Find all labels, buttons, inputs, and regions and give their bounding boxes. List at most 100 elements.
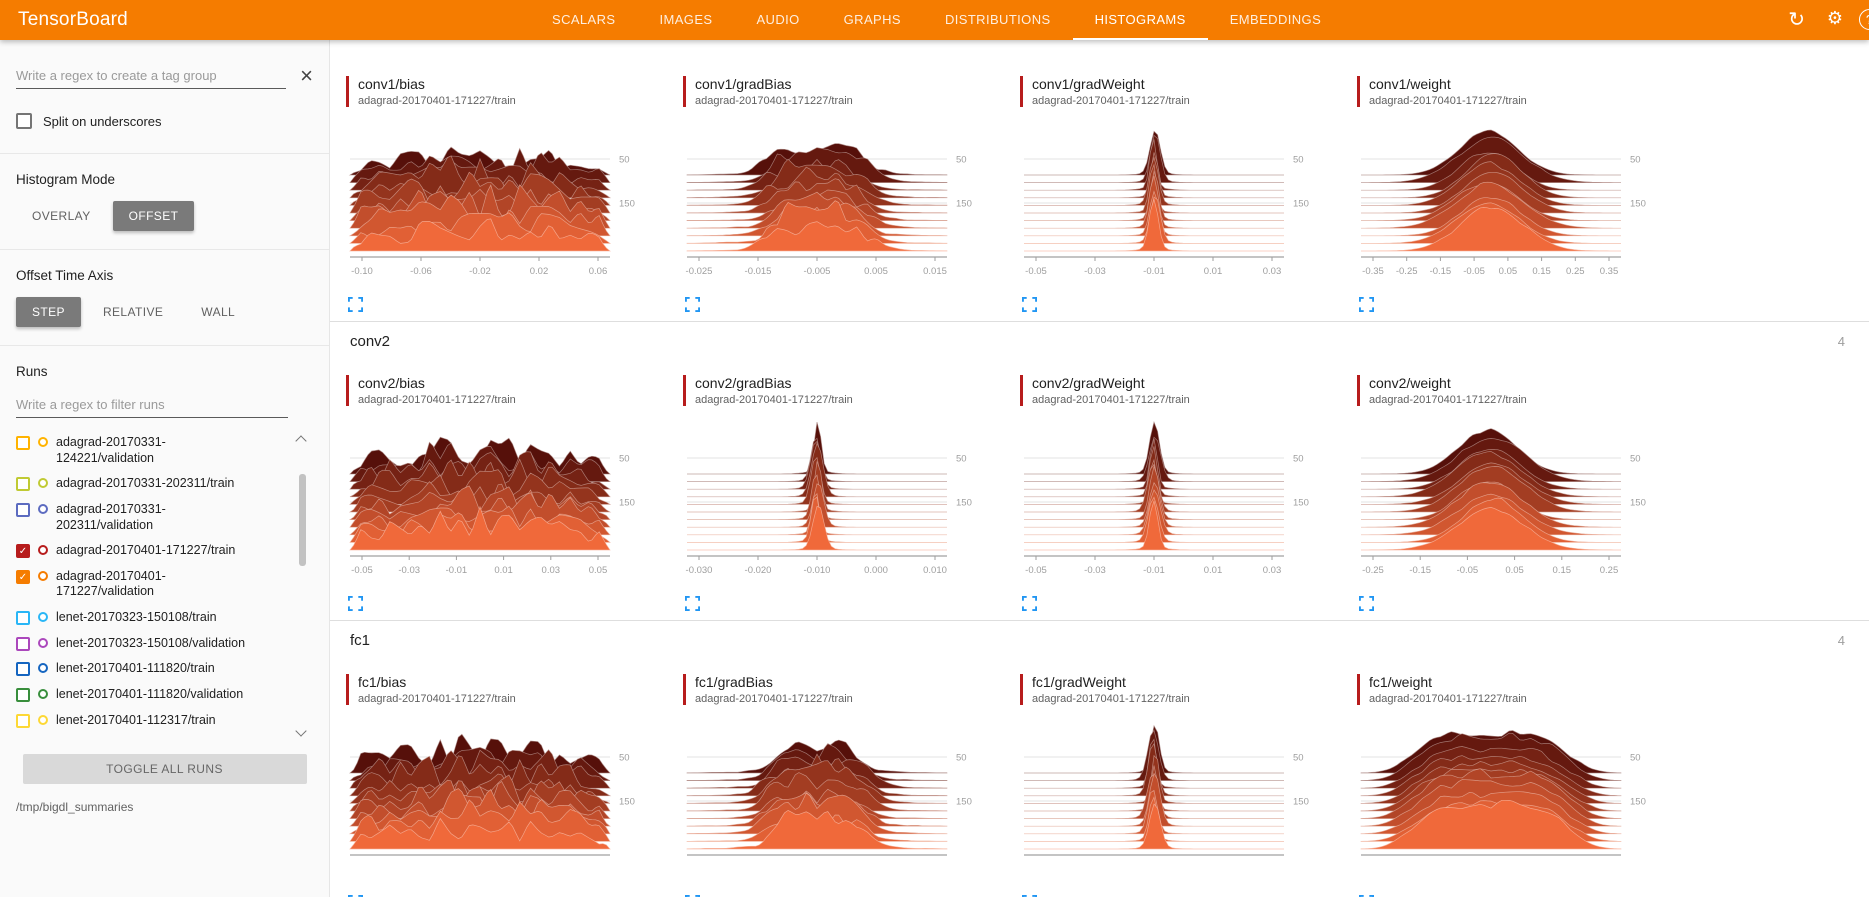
svg-text:0.05: 0.05 — [1505, 565, 1524, 576]
tab-graphs[interactable]: GRAPHS — [843, 11, 901, 27]
expand-icon[interactable] — [348, 297, 364, 313]
run-item[interactable]: adagrad-20170331-202311/validation — [16, 497, 287, 538]
histogram-chart[interactable]: 50 150 -0.25 -0.15 -0.05 0.05 0.15 0.25 — [1357, 414, 1677, 592]
histogram-mode-overlay-button[interactable]: OVERLAY — [32, 209, 91, 223]
tab-distributions[interactable]: DISTRIBUTIONS — [944, 11, 1051, 27]
histogram-mode-offset-button[interactable]: OFFSET — [112, 201, 195, 231]
expand-icon[interactable] — [1359, 297, 1375, 313]
split-underscores-checkbox[interactable]: Split on underscores — [16, 113, 313, 129]
svg-text:0.25: 0.25 — [1600, 565, 1619, 576]
svg-text:-0.005: -0.005 — [804, 266, 831, 277]
svg-text:150: 150 — [1630, 797, 1646, 808]
run-checkbox[interactable] — [16, 502, 30, 517]
run-item[interactable]: adagrad-20170331-202311/train — [16, 471, 287, 497]
expand-icon[interactable] — [1359, 895, 1375, 897]
run-item[interactable]: lenet-20170401-112317/train — [16, 708, 287, 734]
run-item[interactable]: lenet-20170323-150108/train — [16, 605, 287, 631]
card-title: conv2/gradWeight — [1032, 375, 1145, 391]
tab-histograms[interactable]: HISTOGRAMS — [1072, 0, 1208, 40]
refresh-icon[interactable]: ↻ — [1788, 9, 1805, 31]
tab-scalars[interactable]: SCALARS — [552, 11, 616, 27]
run-checkbox[interactable] — [16, 662, 30, 677]
svg-text:0.01: 0.01 — [494, 565, 512, 576]
histogram-chart[interactable]: 50 150 — [1357, 713, 1677, 891]
svg-text:0.03: 0.03 — [1263, 266, 1282, 277]
svg-text:-0.01: -0.01 — [446, 565, 468, 576]
runs-filter-input[interactable] — [16, 393, 288, 418]
run-checkbox[interactable] — [16, 611, 30, 625]
tab-audio[interactable]: AUDIO — [756, 11, 800, 27]
histogram-chart[interactable]: 50 150 -0.05 -0.03 -0.01 0.01 0.03 0.05 — [346, 414, 666, 592]
expand-icon[interactable] — [348, 895, 364, 897]
expand-icon[interactable] — [348, 596, 364, 612]
histogram-chart[interactable]: 50 150 — [346, 713, 666, 891]
scroll-down-icon[interactable] — [295, 728, 307, 738]
expand-icon[interactable] — [685, 895, 701, 897]
expand-icon[interactable] — [1022, 895, 1038, 897]
run-item[interactable]: adagrad-20170331-124221/validation — [16, 430, 287, 471]
histogram-chart[interactable]: 50 150 -0.05 -0.03 -0.01 0.01 0.03 — [1020, 414, 1340, 592]
card-run-name: adagrad-20170401-171227/train — [695, 95, 853, 107]
category-name: fc1 — [350, 632, 371, 649]
settings-icon[interactable]: ⚙ — [1826, 8, 1843, 28]
main-content: conv1/bias adagrad-20170401-171227/train 5… — [330, 40, 1869, 897]
tab-images[interactable]: IMAGES — [659, 11, 713, 27]
run-item[interactable]: lenet-20170401-111820/train — [16, 656, 287, 682]
run-checkbox[interactable]: ✓ — [16, 569, 30, 584]
histogram-card: conv2/bias adagrad-20170401-171227/train 5… — [346, 375, 683, 612]
svg-text:0.01: 0.01 — [1204, 565, 1223, 576]
run-checkbox[interactable] — [16, 477, 30, 492]
histogram-card: fc1/bias adagrad-20170401-171227/train 50 1… — [346, 674, 683, 897]
category-header-fc1[interactable]: fc1 4 — [330, 620, 1869, 660]
histogram-chart[interactable]: 50 150 -0.030 -0.020 -0.010 0.000 0.010 — [683, 414, 1003, 592]
expand-icon[interactable] — [1359, 596, 1375, 612]
run-label: adagrad-20170401-171227/train — [56, 543, 236, 558]
histogram-card: conv1/bias adagrad-20170401-171227/train 5… — [346, 76, 683, 313]
histogram-chart[interactable]: 50 150 -0.10 -0.06 -0.02 0.02 0.06 — [346, 115, 666, 293]
svg-text:150: 150 — [1293, 797, 1309, 808]
help-icon[interactable]: ? — [1859, 9, 1869, 30]
offset-axis-relative-button[interactable]: RELATIVE — [102, 305, 164, 319]
histogram-chart[interactable]: 50 150 — [1020, 713, 1340, 891]
checkbox-icon[interactable] — [16, 113, 32, 129]
category-header-conv2[interactable]: conv2 4 — [330, 321, 1869, 361]
expand-icon[interactable] — [1022, 297, 1038, 313]
log-path: /tmp/bigdl_summaries — [16, 800, 134, 814]
svg-text:-0.05: -0.05 — [351, 565, 373, 576]
histogram-chart[interactable]: 50 150 -0.05 -0.03 -0.01 0.01 0.03 — [1020, 115, 1340, 293]
svg-text:50: 50 — [1630, 753, 1641, 764]
run-checkbox[interactable] — [16, 687, 30, 702]
scroll-up-icon[interactable] — [295, 434, 307, 444]
run-checkbox[interactable] — [16, 436, 30, 450]
expand-icon[interactable] — [685, 297, 701, 313]
cards-row: fc1/bias adagrad-20170401-171227/train 50 1… — [330, 660, 1869, 897]
offset-axis-wall-button[interactable]: WALL — [201, 305, 236, 319]
run-checkbox[interactable]: ✓ — [16, 544, 30, 559]
svg-text:0.005: 0.005 — [864, 266, 888, 277]
histogram-chart[interactable]: 50 150 — [683, 713, 1003, 891]
category-count: 4 — [1837, 334, 1845, 349]
tab-embeddings[interactable]: EMBEDDINGS — [1229, 11, 1322, 27]
expand-icon[interactable] — [1022, 596, 1038, 612]
runs-scrollbar-thumb[interactable] — [299, 474, 306, 566]
run-item[interactable]: ✓ adagrad-20170401-171227/train — [16, 538, 287, 564]
run-checkbox[interactable] — [16, 713, 30, 728]
card-run-name: adagrad-20170401-171227/train — [695, 693, 853, 705]
run-item[interactable]: ✓ adagrad-20170401-171227/validation — [16, 564, 287, 605]
histogram-chart[interactable]: 50 150 -0.35 -0.25 -0.15 -0.05 0.05 0.15 0.25 0.3… — [1357, 115, 1677, 293]
offset-axis-step-button[interactable]: STEP — [16, 297, 81, 327]
svg-text:150: 150 — [1630, 199, 1646, 210]
tag-regex-input[interactable] — [16, 64, 287, 89]
offset-axis-buttons: STEP RELATIVE WALL — [16, 297, 313, 327]
svg-text:-0.05: -0.05 — [1025, 266, 1047, 277]
run-color-icon — [38, 503, 48, 514]
expand-icon[interactable] — [685, 596, 701, 612]
toggle-all-runs-button[interactable]: TOGGLE ALL RUNS — [22, 754, 307, 784]
close-icon[interactable]: × — [300, 63, 313, 88]
card-title-block: conv2/gradBias adagrad-20170401-171227/tr… — [683, 375, 1020, 406]
run-item[interactable]: lenet-20170401-111820/validation — [16, 682, 287, 708]
svg-text:50: 50 — [956, 155, 967, 166]
run-item[interactable]: lenet-20170323-150108/validation — [16, 631, 287, 657]
histogram-chart[interactable]: 50 150 -0.025 -0.015 -0.005 0.005 0.015 — [683, 115, 1003, 293]
run-checkbox[interactable] — [16, 636, 30, 651]
